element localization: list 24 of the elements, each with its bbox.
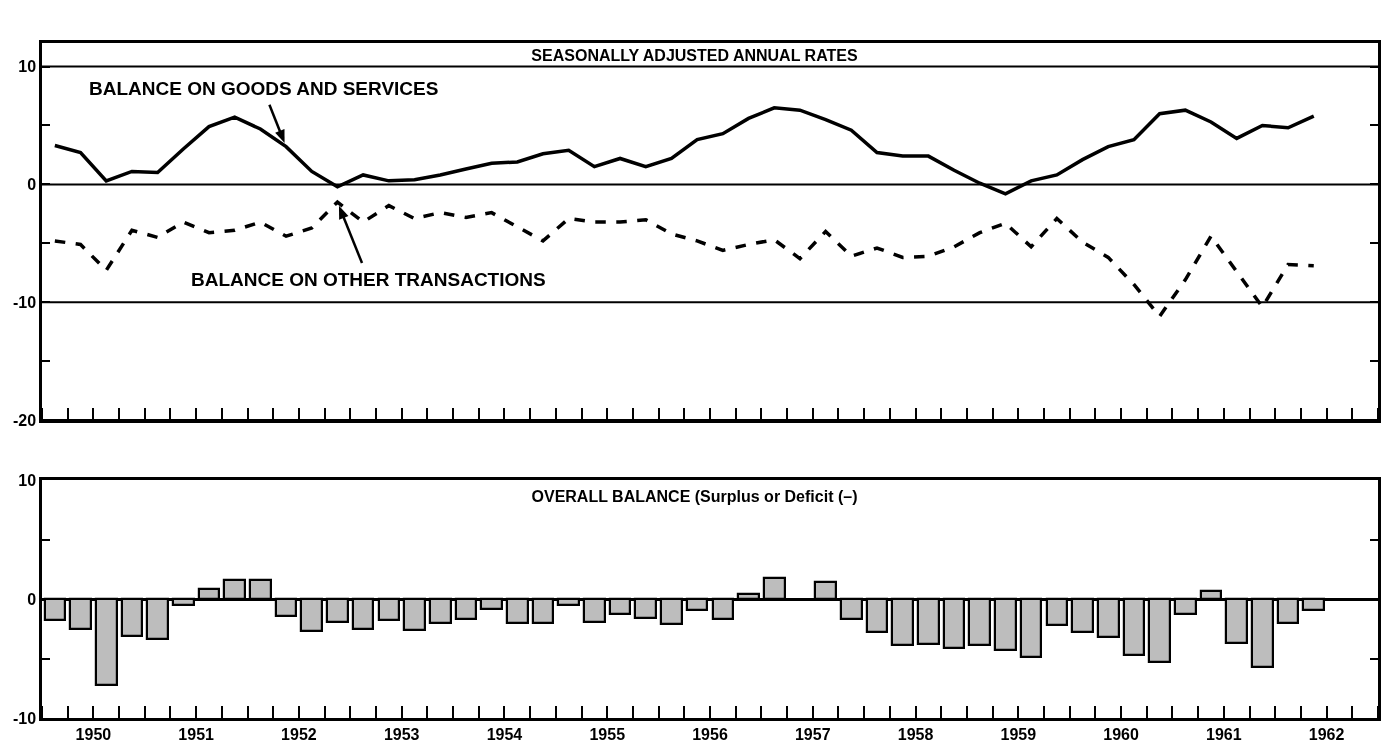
x-tick-label: 1958 bbox=[897, 725, 934, 743]
text: OVERALL BALANCE (Surplus or Deficit (–) bbox=[531, 488, 858, 506]
series-label: BALANCE ON OTHER TRANSACTIONS bbox=[191, 269, 546, 290]
x-tick-label: 1952 bbox=[281, 725, 317, 743]
y-tick-label: -20 bbox=[12, 411, 37, 429]
x-tick-label: 1957 bbox=[794, 725, 831, 743]
x-tick-label: 1956 bbox=[692, 725, 728, 743]
x-tick-label: 1959 bbox=[1000, 725, 1037, 743]
x-tick-label: 1961 bbox=[1206, 725, 1242, 743]
x-tick-label: 1953 bbox=[383, 725, 420, 743]
x-tick-label: 1955 bbox=[589, 725, 626, 743]
y-tick-label: 0 bbox=[27, 590, 37, 608]
y-tick-label: -10 bbox=[12, 709, 37, 727]
text: BALANCE ON GOODS AND SERVICES bbox=[89, 78, 439, 99]
x-tick-label: 1962 bbox=[1308, 725, 1345, 743]
x-tick-label: 1954 bbox=[486, 725, 523, 743]
x-tick-label: 1951 bbox=[178, 725, 215, 743]
y-tick-label: 10 bbox=[18, 58, 37, 76]
y-tick-label: 10 bbox=[18, 471, 37, 489]
y-tick-label: 0 bbox=[27, 175, 37, 193]
x-tick-label: 1950 bbox=[75, 725, 112, 743]
chart-title: SEASONALLY ADJUSTED ANNUAL RATES bbox=[531, 46, 858, 64]
x-tick-label: 1960 bbox=[1103, 725, 1139, 743]
y-tick-label: -10 bbox=[12, 293, 37, 311]
